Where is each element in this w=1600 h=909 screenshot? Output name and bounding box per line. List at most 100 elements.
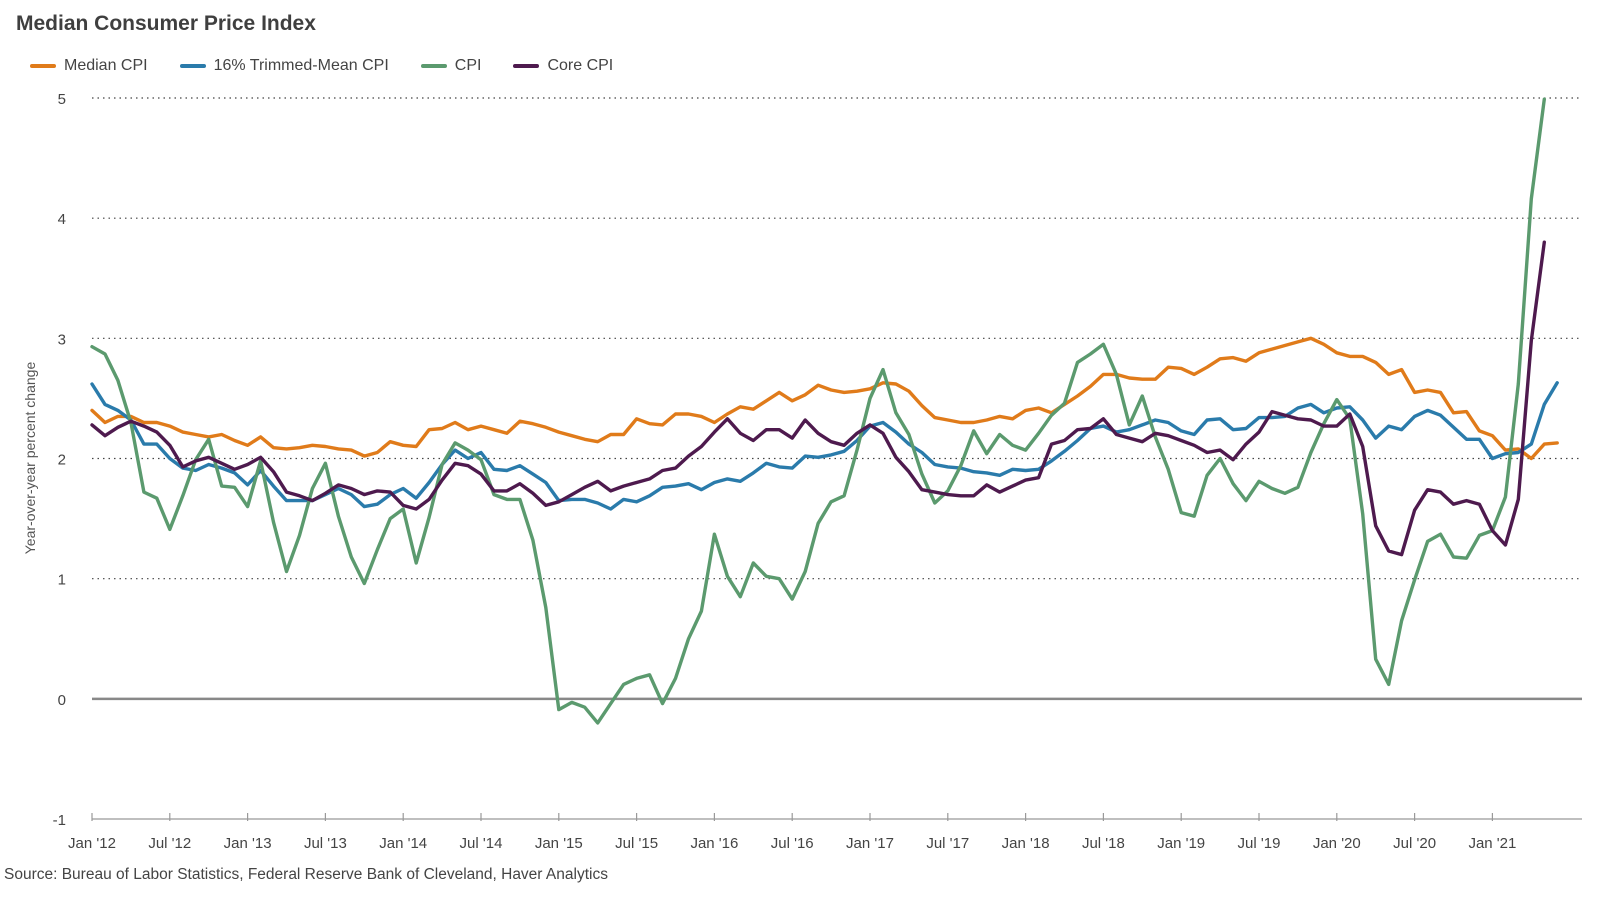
series-2-point-10 xyxy=(220,484,224,488)
series-3-point-89 xyxy=(1244,442,1248,446)
series-2-point-103 xyxy=(1426,539,1430,543)
series-1-point-49 xyxy=(725,477,729,481)
series-2-point-102 xyxy=(1413,578,1417,582)
series-3-point-64 xyxy=(920,488,924,492)
series-1-point-26 xyxy=(427,481,431,485)
series-3-point-78 xyxy=(1101,417,1105,421)
legend-swatch-trimmed-mean-cpi xyxy=(179,64,206,68)
series-1-point-89 xyxy=(1244,427,1248,431)
series-3-point-81 xyxy=(1140,440,1144,444)
series-3-point-35 xyxy=(544,503,548,507)
series-3-point-65 xyxy=(933,490,937,494)
y-tick-label-0: 0 xyxy=(58,692,66,709)
series-3-point-110 xyxy=(1516,497,1520,501)
legend-item-core-cpi[interactable]: Core CPI xyxy=(513,57,613,75)
series-2-point-52 xyxy=(764,574,768,578)
series-3-point-39 xyxy=(596,479,600,483)
series-0-point-109 xyxy=(1503,448,1507,452)
legend-item-cpi[interactable]: CPI xyxy=(420,57,481,75)
legend-label-core-cpi: Core CPI xyxy=(547,57,614,74)
series-1-point-48 xyxy=(712,481,716,485)
series-0-point-92 xyxy=(1283,344,1287,348)
series-3-point-47 xyxy=(699,445,703,449)
series-0-point-73 xyxy=(1037,406,1041,410)
series-2-point-49 xyxy=(725,574,729,578)
series-0-point-59 xyxy=(855,389,859,393)
series-1-point-38 xyxy=(583,497,587,501)
series-3-point-3 xyxy=(129,419,133,423)
series-0-point-65 xyxy=(933,416,937,420)
series-1-point-70 xyxy=(998,473,1002,477)
series-0-point-99 xyxy=(1374,360,1378,364)
series-1-point-61 xyxy=(881,421,885,425)
series-1-point-113 xyxy=(1555,381,1559,385)
series-1-point-57 xyxy=(829,453,833,457)
series-2-point-23 xyxy=(388,517,392,521)
series-0-point-0 xyxy=(90,408,94,412)
series-0-point-10 xyxy=(220,433,224,437)
series-2-point-19 xyxy=(336,514,340,518)
series-2-point-94 xyxy=(1309,451,1313,455)
series-1-point-64 xyxy=(920,451,924,455)
series-2-point-9 xyxy=(207,437,211,441)
series-3-point-48 xyxy=(712,430,716,434)
series-0-point-81 xyxy=(1140,377,1144,381)
series-0-point-16 xyxy=(298,446,302,450)
legend-item-median-cpi[interactable]: Median CPI xyxy=(30,57,148,75)
series-3-point-58 xyxy=(842,443,846,447)
series-1-point-16 xyxy=(298,499,302,503)
series-2-point-98 xyxy=(1361,512,1365,516)
series-2-point-92 xyxy=(1283,491,1287,495)
series-3-point-101 xyxy=(1400,553,1404,557)
x-tick-label-17: Jul '20 xyxy=(1393,835,1436,852)
series-1-point-93 xyxy=(1296,406,1300,410)
series-3-point-100 xyxy=(1387,549,1391,553)
series-0-point-33 xyxy=(518,419,522,423)
series-0-point-57 xyxy=(829,388,833,392)
series-0-point-51 xyxy=(751,407,755,411)
series-2-point-61 xyxy=(881,368,885,372)
series-2-point-73 xyxy=(1037,431,1041,435)
legend-item-trimmed-mean-cpi[interactable]: 16% Trimmed-Mean CPI xyxy=(179,57,389,75)
series-0-point-29 xyxy=(466,428,470,432)
series-2-point-16 xyxy=(298,533,302,537)
series-0-point-23 xyxy=(388,440,392,444)
x-tick-label-4: Jan '14 xyxy=(379,835,427,852)
series-0-point-25 xyxy=(414,445,418,449)
series-2-point-42 xyxy=(635,676,639,680)
series-1-point-109 xyxy=(1503,452,1507,456)
series-2-point-44 xyxy=(661,702,665,706)
series-2-point-38 xyxy=(583,705,587,709)
series-2-point-24 xyxy=(401,507,405,511)
series-1-point-45 xyxy=(674,484,678,488)
series-0-point-101 xyxy=(1400,368,1404,372)
x-tick-label-11: Jul '17 xyxy=(926,835,969,852)
series-0-point-31 xyxy=(492,428,496,432)
series-1-point-85 xyxy=(1192,433,1196,437)
series-0-point-63 xyxy=(907,389,911,393)
series-0-point-11 xyxy=(233,439,237,443)
series-2-point-36 xyxy=(557,708,561,712)
series-2-point-43 xyxy=(648,673,652,677)
series-1-point-33 xyxy=(518,464,522,468)
series-2-point-81 xyxy=(1140,394,1144,398)
series-3-point-75 xyxy=(1063,439,1067,443)
series-0-point-88 xyxy=(1231,356,1235,360)
series-1-point-99 xyxy=(1374,436,1378,440)
series-3-point-44 xyxy=(661,469,665,473)
series-2-point-47 xyxy=(699,609,703,613)
series-3-point-13 xyxy=(259,455,263,459)
series-3-point-99 xyxy=(1374,524,1378,528)
series-1-point-52 xyxy=(764,461,768,465)
series-1-point-1 xyxy=(103,402,107,406)
series-0-point-107 xyxy=(1477,429,1481,433)
series-0-point-41 xyxy=(622,433,626,437)
series-3-point-41 xyxy=(622,484,626,488)
series-3-point-53 xyxy=(777,428,781,432)
x-tick-label-18: Jan '21 xyxy=(1468,835,1516,852)
series-3-point-8 xyxy=(194,459,198,463)
series-2-point-5 xyxy=(155,496,159,500)
series-1-point-101 xyxy=(1400,428,1404,432)
series-0-point-28 xyxy=(453,421,457,425)
